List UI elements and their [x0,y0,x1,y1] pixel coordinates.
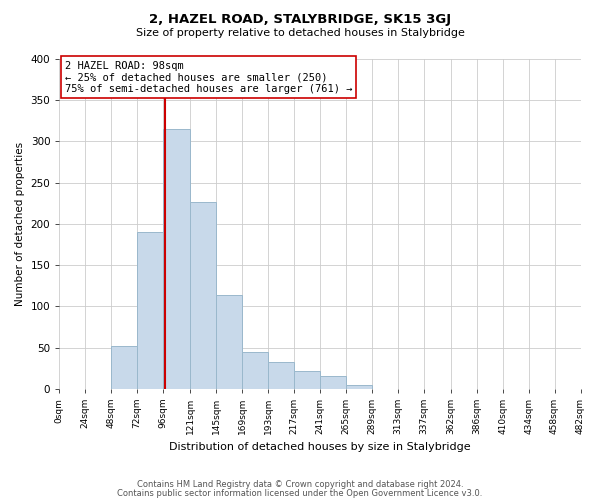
Text: Contains public sector information licensed under the Open Government Licence v3: Contains public sector information licen… [118,488,482,498]
Bar [190,202,216,389]
X-axis label: Distribution of detached houses by size in Stalybridge: Distribution of detached houses by size … [169,442,471,452]
Bar [163,129,190,389]
Bar [294,372,320,389]
Bar [216,295,242,389]
Bar [346,384,372,389]
Text: Contains HM Land Registry data © Crown copyright and database right 2024.: Contains HM Land Registry data © Crown c… [137,480,463,489]
Bar [137,232,163,389]
Bar [320,376,346,389]
Text: Size of property relative to detached houses in Stalybridge: Size of property relative to detached ho… [136,28,464,38]
Text: 2, HAZEL ROAD, STALYBRIDGE, SK15 3GJ: 2, HAZEL ROAD, STALYBRIDGE, SK15 3GJ [149,12,451,26]
Bar [242,352,268,389]
Bar [268,362,294,389]
Text: 2 HAZEL ROAD: 98sqm
← 25% of detached houses are smaller (250)
75% of semi-detac: 2 HAZEL ROAD: 98sqm ← 25% of detached ho… [65,60,352,94]
Bar [111,346,137,389]
Y-axis label: Number of detached properties: Number of detached properties [15,142,25,306]
